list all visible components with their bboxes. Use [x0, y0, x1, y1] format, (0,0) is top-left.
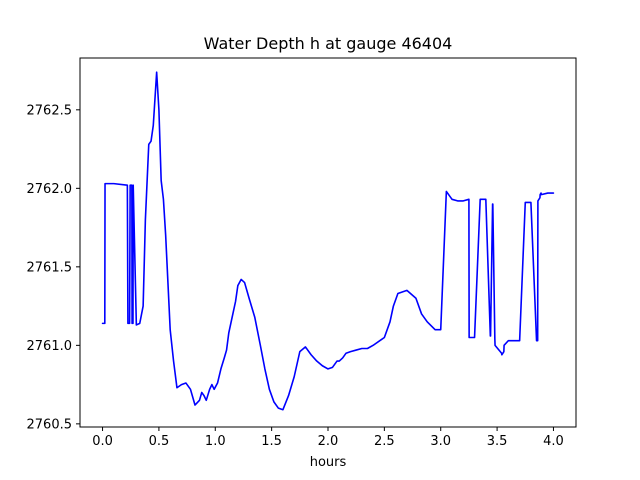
chart-title: Water Depth h at gauge 46404: [204, 34, 453, 53]
x-tick-label: 3.0: [430, 434, 451, 449]
y-tick-label: 2761.5: [27, 260, 73, 275]
x-axis-label: hours: [310, 455, 347, 470]
y-tick-label: 2760.5: [27, 417, 73, 432]
x-tick-label: 4.0: [543, 434, 564, 449]
series-line-0: [101, 71, 555, 411]
x-tick-label: 0.0: [92, 434, 113, 449]
x-tick-label: 2.5: [374, 434, 395, 449]
y-tick-label: 2762.0: [27, 182, 73, 197]
y-tick-label: 2761.0: [27, 339, 73, 354]
plot-area: [79, 57, 577, 428]
x-tick-label: 1.0: [205, 434, 226, 449]
axis-ticks: 0.0 0.5 1.0 1.5 2.0 2.5 3.0 3.5 4.0 2760.5 2761.0 2…: [27, 103, 564, 449]
y-tick-label: 2762.5: [27, 103, 73, 118]
x-tick-label: 1.5: [261, 434, 282, 449]
x-tick-label: 0.5: [149, 434, 170, 449]
x-tick-label: 3.5: [487, 434, 508, 449]
x-tick-label: 2.0: [318, 434, 339, 449]
